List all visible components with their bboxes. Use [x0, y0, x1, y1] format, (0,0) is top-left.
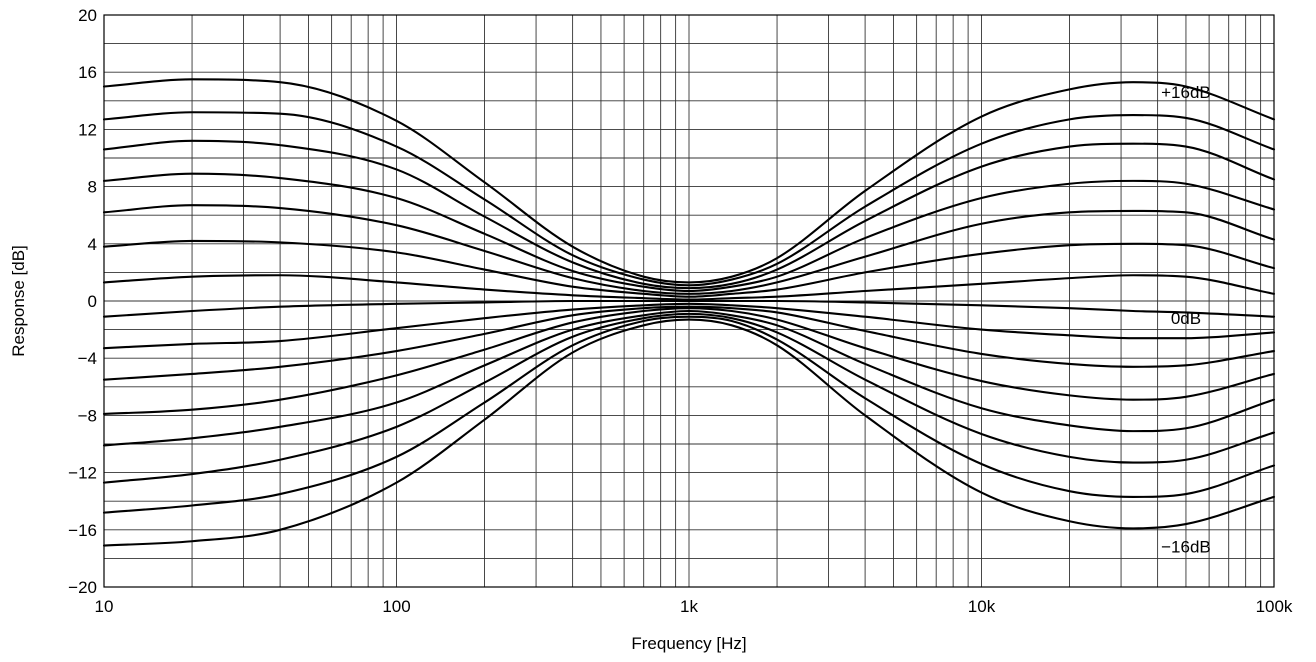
x-tick-label: 1k	[680, 597, 698, 616]
response-curve-12	[102, 309, 1276, 447]
y-tick-label: −4	[78, 349, 97, 368]
x-tick-labels: 10 100 1k 10k 100k	[95, 597, 1293, 616]
x-tick-label: 100	[382, 597, 410, 616]
curve-annotation: −16dB	[1161, 538, 1211, 557]
response-curve-9	[102, 302, 1276, 350]
curve-annotations: +16dB 0dB −16dB	[1161, 83, 1211, 557]
response-curve-1	[102, 78, 1276, 284]
y-tick-label: 12	[78, 120, 97, 139]
response-curve-13	[102, 312, 1276, 484]
response-curve-7	[102, 274, 1276, 301]
response-curve-11	[102, 307, 1276, 416]
response-curve-14	[102, 315, 1276, 514]
response-curve-5	[102, 204, 1276, 295]
x-tick-label: 10	[95, 597, 114, 616]
response-curve-3	[102, 139, 1276, 290]
y-tick-label: 16	[78, 63, 97, 82]
y-tick-labels: 20 16 12 8 4 0 −4 −8 −12 −16 −20	[68, 6, 97, 597]
y-axis-title: Response [dB]	[9, 245, 28, 357]
response-curve-8	[102, 299, 1276, 318]
response-curve-15	[102, 318, 1276, 547]
response-curve-4	[102, 172, 1276, 293]
y-tick-label: −12	[68, 464, 97, 483]
response-curve-6	[102, 239, 1276, 298]
y-tick-label: 20	[78, 6, 97, 25]
plot-frame	[103, 14, 1275, 588]
x-tick-label: 100k	[1256, 597, 1293, 616]
y-tick-label: 4	[88, 235, 97, 254]
curve-annotation: 0dB	[1171, 309, 1201, 328]
y-tick-label: −8	[78, 406, 97, 425]
y-tick-label: 0	[88, 292, 97, 311]
x-tick-label: 10k	[968, 597, 996, 616]
response-curve-2	[102, 111, 1276, 287]
response-curves	[102, 78, 1276, 547]
y-tick-label: 8	[88, 178, 97, 197]
response-curve-10	[102, 305, 1276, 381]
y-tick-label: −16	[68, 521, 97, 540]
y-tick-label: −20	[68, 578, 97, 597]
x-axis-title: Frequency [Hz]	[631, 634, 746, 653]
curve-annotation: +16dB	[1161, 83, 1211, 102]
